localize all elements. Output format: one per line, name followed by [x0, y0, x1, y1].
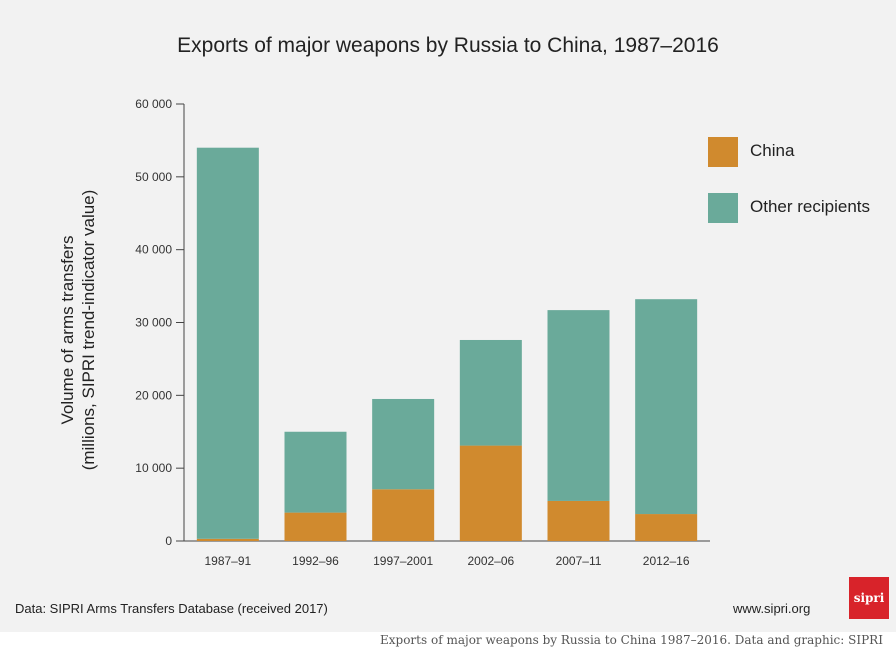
chart-title: Exports of major weapons by Russia to Ch…	[177, 34, 719, 57]
y-tick-label: 30 000	[135, 316, 172, 330]
bar-other-0	[196, 147, 259, 539]
legend-label-china: China	[750, 141, 795, 160]
x-tick-label: 1987–91	[204, 554, 251, 568]
sipri-logo: sipri	[849, 577, 889, 619]
y-tick-label: 10 000	[135, 461, 172, 475]
bar-china-3	[459, 445, 522, 541]
x-tick-label: 2012–16	[643, 554, 690, 568]
y-tick-label: 0	[165, 534, 172, 548]
y-tick-label: 40 000	[135, 243, 172, 257]
legend-swatch-other	[708, 193, 738, 223]
bar-china-2	[372, 489, 435, 541]
y-tick-label: 50 000	[135, 170, 172, 184]
x-tick-labels: 1987–91 1992–96 1997–2001 2002–06 2007–11 201…	[204, 554, 689, 568]
chart-panel	[0, 0, 896, 632]
bar-china-0	[196, 538, 259, 541]
x-tick-label: 1997–2001	[373, 554, 433, 568]
axes: 0 10 000 20 000 30 000 40 000 50 000 60 000	[135, 97, 710, 548]
bar-china-4	[547, 500, 610, 541]
image-caption: Exports of major weapons by Russia to Ch…	[380, 633, 883, 647]
bar-china-5	[635, 514, 698, 541]
bar-other-1	[284, 431, 347, 513]
x-tick-label: 2007–11	[556, 554, 602, 568]
bar-other-3	[459, 339, 522, 446]
legend-swatch-china	[708, 137, 738, 167]
bars	[196, 147, 698, 541]
bar-other-4	[547, 310, 610, 501]
bar-other-5	[635, 299, 698, 515]
website-link[interactable]: www.sipri.org	[733, 601, 811, 616]
bar-china-1	[284, 512, 347, 541]
bar-other-2	[372, 398, 435, 490]
legend-label-other: Other recipients	[750, 197, 870, 216]
x-tick-label: 2002–06	[467, 554, 514, 568]
y-tick-label: 20 000	[135, 388, 172, 402]
y-tick-label: 60 000	[135, 97, 172, 111]
data-source: Data: SIPRI Arms Transfers Database (rec…	[15, 601, 328, 616]
bar-chart: 0 10 000 20 000 30 000 40 000 50 000 60 000 19…	[135, 97, 710, 568]
x-tick-label: 1992–96	[292, 554, 339, 568]
